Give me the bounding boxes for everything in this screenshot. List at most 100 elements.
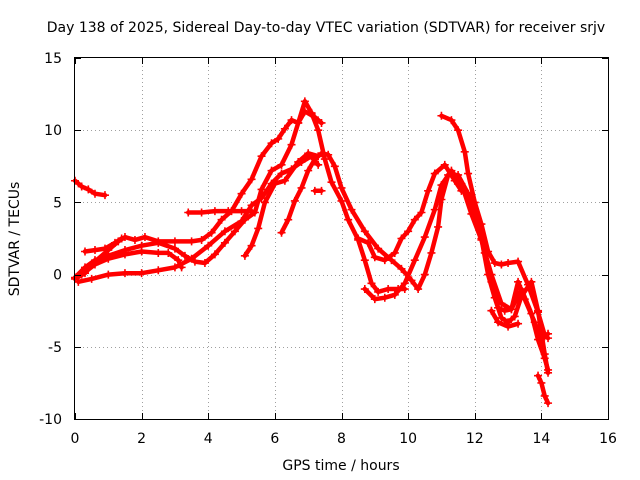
x-tick-label: 6 — [270, 431, 279, 447]
data-point — [524, 280, 533, 289]
data-point — [277, 228, 286, 237]
data-point — [220, 227, 229, 236]
series-trace — [355, 162, 551, 342]
chart-title: Day 138 of 2025, Sidereal Day-to-day VTE… — [47, 20, 605, 36]
data-point — [487, 306, 496, 315]
data-point — [87, 274, 96, 283]
data-point — [257, 185, 266, 194]
data-point — [130, 235, 139, 244]
data-point — [197, 208, 206, 217]
data-point — [497, 260, 506, 269]
data-point — [530, 318, 539, 327]
x-tick-label: 14 — [532, 431, 550, 447]
data-point — [327, 178, 336, 187]
data-point — [484, 247, 493, 256]
data-point — [487, 277, 496, 286]
data-point — [247, 175, 256, 184]
y-tick-label: 0 — [53, 268, 62, 284]
data-point — [427, 248, 436, 257]
data-point — [287, 140, 296, 149]
data-point — [104, 254, 113, 263]
data-point — [320, 155, 329, 164]
data-point — [207, 228, 216, 237]
series-track-1 — [71, 176, 109, 200]
data-point — [284, 215, 293, 224]
data-point — [100, 191, 109, 200]
data-point — [187, 254, 196, 263]
data-point — [220, 238, 229, 247]
data-point — [390, 248, 399, 257]
data-point — [410, 215, 419, 224]
data-point — [77, 270, 86, 279]
data-point — [537, 335, 546, 344]
data-point — [257, 152, 266, 161]
data-point — [344, 215, 353, 224]
grid-lines — [75, 58, 608, 419]
data-point — [204, 241, 213, 250]
data-point — [84, 185, 93, 194]
data-point — [347, 205, 356, 214]
data-point — [380, 256, 389, 265]
data-point — [434, 222, 443, 231]
data-point — [177, 263, 186, 272]
data-point — [400, 279, 409, 288]
x-tick-label: 10 — [399, 431, 417, 447]
data-point — [544, 399, 553, 408]
data-point — [164, 248, 173, 257]
data-point — [374, 244, 383, 253]
data-point — [360, 227, 369, 236]
data-point — [397, 234, 406, 243]
data-point — [314, 160, 323, 169]
data-point — [307, 108, 316, 117]
data-point — [470, 198, 479, 207]
y-tick-label: -10 — [39, 412, 62, 428]
data-point — [407, 276, 416, 285]
series-track-14 — [534, 371, 553, 408]
data-point — [277, 169, 286, 178]
series-trace — [535, 373, 551, 406]
data-point — [90, 246, 99, 255]
data-point — [117, 234, 126, 243]
data-point — [337, 196, 346, 205]
data-point — [304, 149, 313, 158]
data-point — [360, 285, 369, 294]
data-point — [317, 149, 326, 158]
data-point — [170, 244, 179, 253]
series-track-12 — [437, 111, 553, 343]
data-point — [510, 312, 519, 321]
data-point — [330, 162, 339, 171]
x-tick-label: 0 — [71, 431, 80, 447]
data-point — [414, 285, 423, 294]
data-point — [294, 118, 303, 127]
data-point — [374, 287, 383, 296]
series-trace — [72, 178, 108, 198]
y-tick-label: 10 — [44, 123, 62, 139]
data-point — [254, 224, 263, 233]
data-point — [360, 256, 369, 265]
data-point — [504, 259, 513, 268]
data-point — [247, 207, 256, 216]
data-point — [277, 160, 286, 169]
data-point — [187, 237, 196, 246]
series-track-11 — [354, 160, 553, 344]
series-track-7 — [184, 207, 256, 217]
data-point — [200, 259, 209, 268]
data-point — [537, 378, 546, 387]
data-point — [224, 207, 233, 216]
data-point — [237, 189, 246, 198]
series-track-5 — [77, 247, 186, 279]
series-trace — [439, 113, 551, 341]
data-point — [170, 237, 179, 246]
data-point — [300, 97, 309, 106]
data-point — [297, 183, 306, 192]
data-point — [534, 371, 543, 380]
data-point — [120, 269, 129, 278]
data-point — [237, 217, 246, 226]
data-point — [294, 157, 303, 166]
data-point — [140, 233, 149, 242]
data-point — [460, 147, 469, 156]
data-point — [310, 155, 319, 164]
data-point — [317, 186, 326, 195]
data-point — [420, 233, 429, 242]
data-point — [274, 134, 283, 143]
